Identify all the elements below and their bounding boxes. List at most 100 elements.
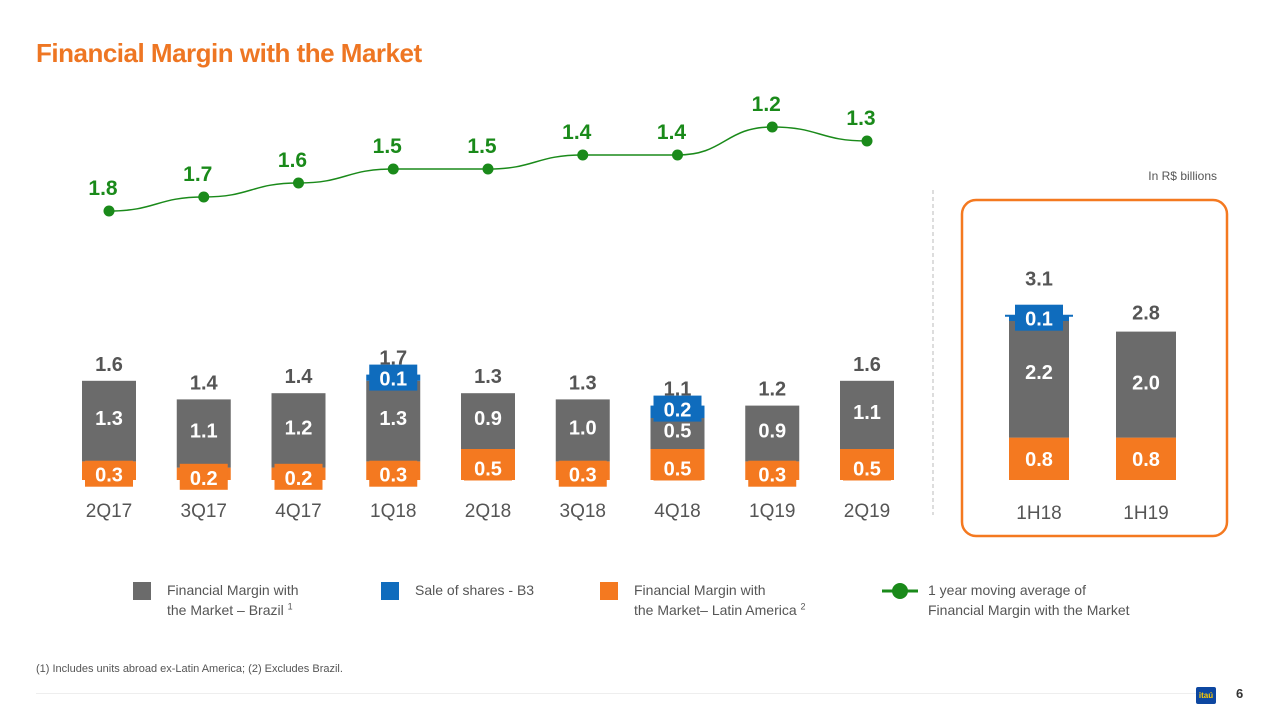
moving-average-point-2Q19	[861, 135, 873, 147]
tick-3Q17: 3Q17	[181, 501, 227, 522]
moving-average-label-1Q19: 1.2	[752, 93, 781, 116]
label-latam-1Q18-box	[369, 460, 418, 487]
moving-average-point-1Q19	[766, 121, 778, 133]
legend-swatch-brazil	[133, 582, 151, 600]
tick-1Q19: 1Q19	[749, 501, 795, 522]
label-total-1H19: 2.8	[1132, 303, 1160, 325]
bar-brazil-3Q18	[555, 399, 610, 462]
label-latam-1Q19: 0.3	[758, 465, 786, 487]
tick-1Q18: 1Q18	[370, 501, 416, 522]
label-latam-1Q19-box	[748, 460, 797, 487]
moving-average-label-3Q17: 1.7	[183, 163, 212, 186]
label-latam-3Q18: 0.3	[569, 465, 597, 487]
tick-2Q18: 2Q18	[465, 501, 511, 522]
label-total-3Q18: 1.3	[569, 372, 597, 394]
label-brazil-1Q18: 1.3	[379, 408, 407, 430]
bar-brazil-1H18	[1009, 321, 1069, 438]
moving-average-label-4Q18: 1.4	[657, 121, 687, 144]
moving-average-point-2Q17	[103, 205, 115, 217]
label-total-1Q18: 1.7	[379, 348, 407, 370]
label-b3-1Q18: 0.1	[379, 369, 407, 391]
label-brazil-3Q17: 1.1	[190, 421, 218, 443]
tick-1H18: 1H18	[1016, 503, 1061, 524]
bar-latam-1H18	[1009, 437, 1069, 480]
label-b3-1H18-box	[1015, 304, 1063, 331]
label-latam-2Q19-box	[843, 454, 891, 481]
legend-latam-line1: Financial Margin with	[634, 582, 766, 598]
label-total-1Q19: 1.2	[758, 379, 786, 401]
label-total-2Q19: 1.6	[853, 354, 881, 376]
moving-average-point-3Q17	[198, 191, 210, 203]
legend-moving-average-line2: Financial Margin with the Market	[928, 602, 1130, 618]
label-latam-3Q17: 0.2	[190, 468, 218, 490]
legend-brazil-line1: Financial Margin with	[167, 582, 299, 598]
bar-brazil-4Q17	[271, 393, 326, 468]
label-latam-3Q17-box	[179, 463, 228, 490]
label-brazil-3Q18: 1.0	[569, 417, 597, 439]
bar-brazil-1Q19	[745, 405, 800, 462]
tick-4Q18: 4Q18	[654, 501, 700, 522]
moving-average-label-4Q17: 1.6	[278, 149, 307, 172]
legend-swatch-b3	[381, 582, 399, 600]
moving-average-point-3Q18	[577, 149, 589, 161]
label-brazil-4Q18: 0.5	[664, 421, 692, 443]
label-latam-1H19: 0.8	[1132, 449, 1160, 471]
legend-swatch-latam	[600, 582, 618, 600]
moving-average-point-2Q18	[482, 163, 494, 175]
financial-margin-chart: 0.31.31.62Q170.21.11.43Q170.21.21.44Q170…	[82, 93, 1229, 538]
label-brazil-2Q18: 0.9	[474, 408, 502, 430]
label-latam-1Q18: 0.3	[379, 465, 407, 487]
moving-average-label-1Q18: 1.5	[373, 135, 403, 158]
tick-4Q17: 4Q17	[275, 501, 321, 522]
label-b3-1Q18-box	[369, 364, 418, 391]
label-b3-4Q18: 0.2	[664, 400, 692, 422]
label-b3-1H18: 0.1	[1025, 309, 1053, 331]
label-latam-2Q17-box	[85, 460, 133, 487]
label-latam-2Q17: 0.3	[95, 465, 123, 487]
moving-average-label-2Q18: 1.5	[467, 135, 497, 158]
label-latam-3Q18-box	[558, 460, 607, 487]
label-brazil-1H19: 2.0	[1132, 373, 1160, 395]
label-latam-4Q18: 0.5	[664, 459, 692, 481]
label-latam-2Q18-box	[464, 454, 512, 481]
label-total-4Q18: 1.1	[664, 379, 692, 401]
label-total-2Q18: 1.3	[474, 366, 502, 388]
bar-brazil-4Q18	[650, 418, 705, 449]
legend-b3-line1: Sale of shares - B3	[415, 582, 535, 598]
legend-line-icon	[882, 583, 918, 599]
half-year-highlight-frame	[960, 198, 1229, 538]
bar-brazil-2Q18	[461, 393, 515, 449]
label-latam-4Q17-box	[274, 463, 323, 490]
tick-2Q19: 2Q19	[844, 501, 890, 522]
label-latam-2Q19: 0.5	[853, 459, 881, 481]
bar-brazil-1H19	[1116, 331, 1176, 438]
legend-brazil-line2: the Market – Brazil	[167, 602, 284, 618]
footnote: (1) Includes units abroad ex-Latin Ameri…	[36, 663, 343, 675]
label-brazil-1H18: 2.2	[1025, 362, 1053, 384]
page-number: 6	[1236, 686, 1244, 701]
tick-2Q17: 2Q17	[86, 501, 132, 522]
label-latam-1H18: 0.8	[1025, 449, 1053, 471]
unit-note: In R$ billions	[1148, 169, 1217, 183]
moving-average-point-4Q18	[672, 149, 683, 161]
moving-average-label-2Q17: 1.8	[88, 177, 118, 200]
moving-average-label-2Q19: 1.3	[846, 107, 875, 130]
label-latam-2Q18: 0.5	[474, 459, 502, 481]
label-brazil-2Q17: 1.3	[95, 408, 123, 430]
bar-brazil-2Q19	[840, 380, 894, 449]
label-latam-4Q17: 0.2	[285, 468, 313, 490]
bar-brazil-2Q17	[82, 380, 136, 462]
label-brazil-2Q19: 1.1	[853, 402, 881, 424]
label-latam-4Q18-box	[653, 454, 702, 481]
label-b3-4Q18-box	[653, 395, 702, 422]
label-total-1H18: 3.1	[1025, 269, 1053, 291]
label-brazil-1Q19: 0.9	[758, 421, 786, 443]
itau-logo: itaú	[1196, 687, 1216, 704]
footer-divider	[36, 693, 1210, 694]
label-total-3Q17: 1.4	[190, 372, 219, 394]
tick-1H19: 1H19	[1123, 503, 1168, 524]
moving-average-label-3Q18: 1.4	[562, 121, 592, 144]
legend-latam-line2: the Market– Latin America	[634, 602, 797, 618]
legend-moving-average-line1: 1 year moving average of	[928, 582, 1086, 598]
bar-brazil-1Q18	[366, 380, 421, 462]
